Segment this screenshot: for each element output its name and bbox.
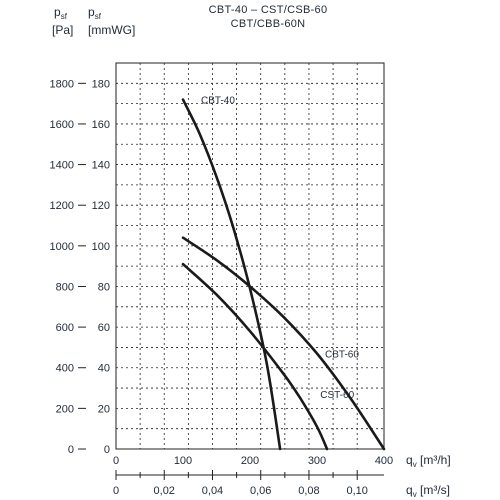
right-axis-tick-label: 40 [98,363,110,375]
x-axis-secondary-tick-label: 0,08 [298,485,319,497]
right-axis-symbol: psf [88,5,102,21]
chart-title-line-2: CBT/CBB-60N [231,18,306,30]
right-axis-tick-label: 0 [104,444,110,456]
right-axis-tick-label: 100 [92,241,110,253]
right-axis-tick-label: 140 [92,160,110,172]
left-axis-tick-label: 1200 [50,200,74,212]
series-cbt-60-line [181,236,386,451]
curves [181,98,386,451]
left-axis-tick-label: 400 [56,363,74,375]
left-axis-tick-label: 800 [56,281,74,293]
left-axis-tick-label: 1800 [50,78,74,90]
left-axis-tick-label: 1400 [50,160,74,172]
right-axis-tick-label: 160 [92,119,110,131]
left-axis-symbol: psf [54,5,68,21]
x-axis-primary-tick-label: 200 [241,455,259,467]
right-axis-tick-label: 60 [98,322,110,334]
x-axis-primary-tick-label: 400 [375,455,393,467]
grid [116,63,384,449]
labels: 180016001400120010008006004002000psf[Pa]… [50,4,451,499]
series-cbt-60-label: CBT-60 [325,350,359,361]
x-axis-secondary-label: qv [m³/s] [406,483,450,499]
right-axis-tick-label: 120 [92,200,110,212]
left-axis-tick-label: 600 [56,322,74,334]
x-axis-secondary-tick-label: 0 [113,485,119,497]
x-axis-secondary-tick-label: 0,10 [346,485,367,497]
x-axis-primary-tick-label: 0 [113,455,119,467]
x-axis-primary-label: qv [m³/h] [406,453,451,469]
left-axis-tick-label: 1600 [50,119,74,131]
x-axis-secondary-tick-label: 0,06 [250,485,271,497]
x-axis-primary-tick-label: 100 [174,455,192,467]
series-cst-60-label: CST-60 [320,390,354,401]
x-axis-secondary-tick-label: 0,02 [154,485,175,497]
x-axis-primary-tick-label: 300 [308,455,326,467]
left-axis-unit: [Pa] [52,23,73,37]
right-axis-tick-label: 80 [98,281,110,293]
series-cst-60-line [181,262,329,451]
series-cbt-40-line [181,98,282,451]
plot-frame [115,62,385,450]
left-axis-tick-label: 200 [56,403,74,415]
series-cbt-40-label: CBT-40 [201,96,235,107]
left-axis-tick-label: 1000 [50,241,74,253]
left-axis-tick-label: 0 [68,444,74,456]
x-axis-secondary-tick-label: 0,04 [202,485,223,497]
right-axis-tick-label: 180 [92,78,110,90]
chart-title-line-1: CBT-40 – CST/CSB-60 [209,4,328,16]
right-axis-unit: [mmWG] [88,23,135,37]
right-axis-tick-label: 20 [98,403,110,415]
